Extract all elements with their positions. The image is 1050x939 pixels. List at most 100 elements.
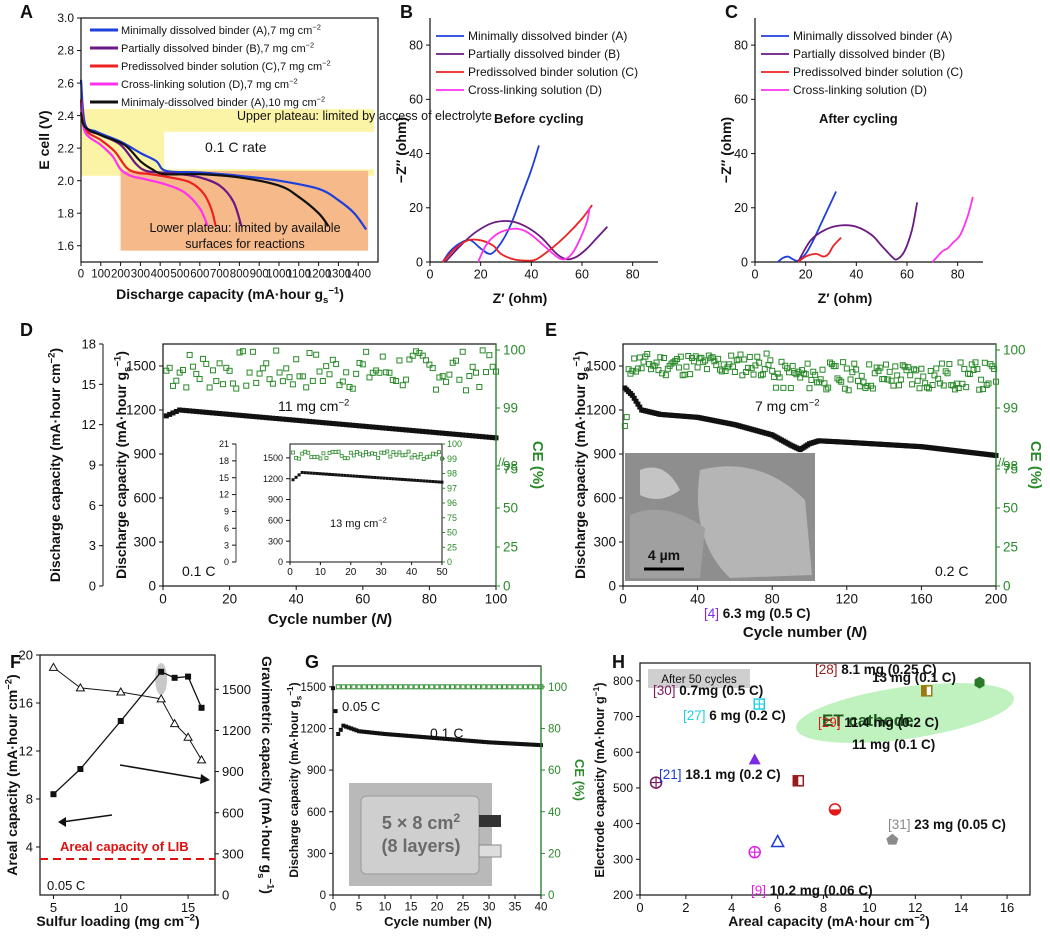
ce-point <box>744 364 751 371</box>
y-tick-label: 1200 <box>586 403 616 418</box>
capacity-point <box>480 434 486 440</box>
y-tick-label: 100 <box>1003 343 1026 358</box>
ce-point <box>193 370 200 377</box>
inset-ce-point <box>339 453 344 458</box>
capacity-point <box>210 410 216 416</box>
capacity-point <box>263 415 269 421</box>
inset-capacity-point <box>428 479 432 483</box>
data-marker-fill <box>921 685 927 696</box>
y-tick-label: 1200 <box>263 474 283 484</box>
gravimetric-capacity-point <box>156 693 167 703</box>
ce-point <box>733 357 740 364</box>
y-tick-label: 900 <box>593 447 616 462</box>
loading-label: 10.2 mg (0.06 C) <box>770 883 873 898</box>
capacity-point <box>180 407 186 413</box>
y-tick-label: 0 <box>320 890 326 902</box>
ce-point <box>834 375 841 382</box>
y-tick-label: 80 <box>548 723 561 735</box>
capacity-point <box>287 417 293 423</box>
inset-ce-point <box>412 453 417 458</box>
ce-point <box>976 386 983 393</box>
capacity-point <box>341 723 346 728</box>
ce-point <box>858 372 865 379</box>
loading-label: 6.3 mg (0.5 C) <box>723 606 811 621</box>
ce-point <box>209 367 216 374</box>
ref-number: [9] <box>751 883 770 898</box>
legend-label: Predissolved binder solution (C) <box>793 65 963 79</box>
ce-point <box>847 376 854 383</box>
discharge-curve-3 <box>79 102 209 227</box>
ce-point <box>661 354 668 361</box>
panel-c: 0 20 40 60 80 0 20 40 60 80 Minimally dissolved bi… <box>718 2 983 306</box>
inset-capacity-point <box>352 474 356 478</box>
capacity-point <box>207 410 213 416</box>
ce-point <box>675 364 682 371</box>
ce-point <box>862 385 869 392</box>
capacity-point <box>396 733 400 738</box>
ce-point <box>206 384 213 391</box>
capacity-point <box>280 416 286 422</box>
capacity-point <box>416 428 422 434</box>
ce-point <box>866 361 873 368</box>
capacity-point <box>340 421 346 427</box>
ce-point <box>696 355 703 362</box>
ce-point <box>916 385 923 392</box>
plot-title: After cycling <box>819 111 898 126</box>
ce-point <box>333 361 340 368</box>
legend-label: Cross-linking solution (D) <box>793 83 927 97</box>
capacity-point <box>213 410 219 416</box>
y-tick-label: 60 <box>409 93 423 107</box>
y-tick-label: 700 <box>613 710 633 724</box>
y-tick-label: 99 <box>1003 401 1018 416</box>
inset-ce-point <box>297 456 302 461</box>
ce-point <box>383 369 390 376</box>
capacity-point <box>333 421 339 427</box>
ce-point <box>259 365 266 372</box>
capacity-point <box>403 733 408 738</box>
x-tick-label: 2 <box>682 900 689 915</box>
capacity-point <box>505 741 510 746</box>
capacity-point <box>536 742 541 747</box>
text-span: Cross-linking solution (D),7 mg cm <box>121 79 289 91</box>
ce-point <box>233 385 240 392</box>
point-label: [28] 8.1 mg (0.25 C) <box>815 662 937 677</box>
y-axis-title: Discharge capacity (mA·hour gs​−1​) <box>571 351 592 579</box>
ce-point <box>429 365 436 372</box>
capacity-point <box>416 734 421 739</box>
impedance-curve-3 <box>477 207 591 263</box>
capacity-point <box>510 741 515 746</box>
ce-point <box>653 359 660 366</box>
text-span: Electrode capacity (mA·hour g <box>593 696 607 877</box>
rate-label: 0.1 C <box>430 725 463 741</box>
ce-point <box>226 367 233 374</box>
capacity-point <box>293 417 299 423</box>
y-tick-label: 12 <box>219 490 229 500</box>
capacity-point <box>433 430 439 436</box>
capacity-point <box>528 742 533 747</box>
ce-point <box>955 385 962 392</box>
inset-capacity-point <box>373 476 377 480</box>
ce-point <box>246 369 253 376</box>
inset-ce-point <box>415 455 420 460</box>
ce-point <box>363 348 370 355</box>
ce-point <box>423 357 430 364</box>
text-span: Discharge capacity (mA·hour g <box>572 372 588 579</box>
ce-point <box>739 372 746 379</box>
text-span: −1 <box>265 878 276 890</box>
x-tick-label: 1400 <box>345 269 371 281</box>
ce-point <box>813 379 820 386</box>
ce-point <box>963 384 970 391</box>
ce-point <box>276 369 283 376</box>
capacity-point <box>450 737 455 742</box>
ce-point <box>326 371 333 378</box>
capacity-point <box>243 413 249 419</box>
capacity-point <box>629 392 635 398</box>
ce-point <box>219 381 226 388</box>
ce-point <box>922 380 929 387</box>
ce-point <box>393 377 400 384</box>
ce-point <box>413 348 420 355</box>
capacity-point <box>260 414 266 420</box>
y-tick-label: 900 <box>268 495 283 505</box>
ce-point <box>972 359 979 366</box>
ce-point <box>825 384 832 391</box>
